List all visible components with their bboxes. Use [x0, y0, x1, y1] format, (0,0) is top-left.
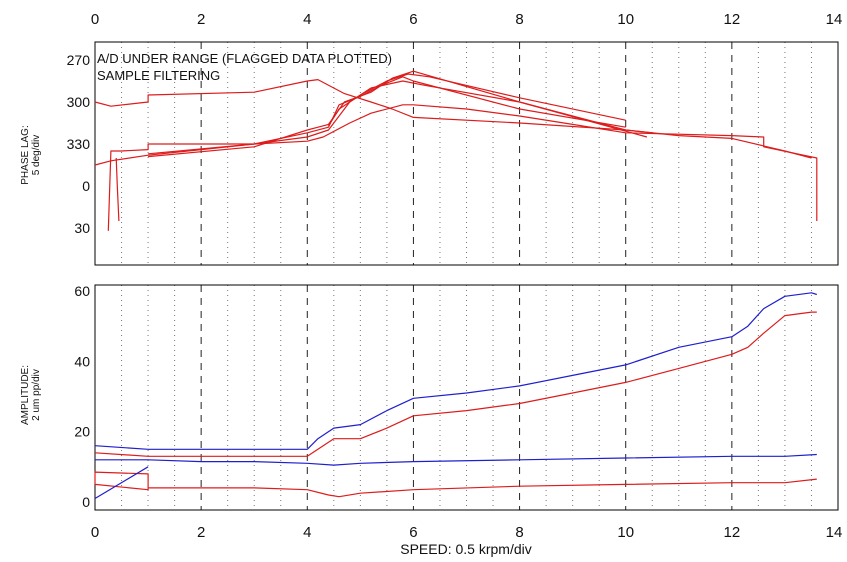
- bottom-x-tick-label: 10: [617, 524, 634, 541]
- top-x-tick-label: 6: [409, 11, 417, 28]
- top-x-tick-label: 4: [303, 11, 311, 28]
- phase-series-7: [115, 157, 120, 222]
- bottom-x-tick-label: 6: [409, 524, 417, 541]
- phase-grid: [121, 42, 812, 265]
- phase-series: [94, 70, 818, 231]
- amplitude-series: [94, 292, 817, 500]
- phase-ylabel-line2: 5 deg/div: [31, 135, 42, 176]
- top-x-tick-label: 2: [197, 11, 205, 28]
- amplitude-series-2: [95, 453, 817, 466]
- phase-y-tick-label: 270: [67, 52, 91, 68]
- amplitude-y-tick-label: 20: [74, 424, 90, 440]
- amplitude-series-5: [94, 471, 149, 491]
- bottom-x-tick-label: 8: [515, 524, 523, 541]
- bottom-x-tick-label: 12: [724, 524, 741, 541]
- amplitude-ylabel-line1: AMPLITUDE:: [20, 365, 31, 425]
- phase-plot-frame: [94, 41, 839, 266]
- phase-series-2: [94, 80, 653, 166]
- amplitude-ylabel-line2: 2 um pp/div: [31, 369, 42, 421]
- amplitude-y-tick-label: 60: [74, 283, 90, 299]
- x-axis-label: SPEED: 0.5 krpm/div: [400, 541, 532, 557]
- top-x-tick-label: 0: [91, 11, 99, 28]
- top-x-tick-label: 12: [724, 11, 741, 28]
- phase-y-tick-label: 330: [67, 136, 91, 152]
- phase-series-5: [327, 73, 626, 127]
- amplitude-series-6: [94, 466, 149, 500]
- phase-series-6: [107, 104, 818, 231]
- amplitude-series-4: [148, 478, 817, 498]
- annotation-sample-filtering: SAMPLE FILTERING: [97, 68, 220, 83]
- annotation-under-range: A/D UNDER RANGE (FLAGGED DATA PLOTTED): [97, 51, 392, 66]
- bottom-x-tick-label: 2: [197, 524, 205, 541]
- top-x-tick-label: 10: [617, 11, 634, 28]
- tick-labels: 0 2 4 6 8 10 12 140 2 4 6 8 10 12 14270300330030020406…: [67, 11, 843, 541]
- bottom-x-tick-label: 14: [826, 524, 843, 541]
- amplitude-y-tick-label: 40: [74, 353, 90, 369]
- amplitude-series-1: [94, 292, 817, 450]
- amplitude-y-tick-label: 0: [82, 494, 90, 510]
- bottom-x-tick-label: 0: [91, 524, 99, 541]
- phase-y-tick-label: 300: [67, 94, 91, 110]
- amplitude-plot-frame: [94, 284, 839, 511]
- phase-ylabel-line1: PHASE LAG:: [20, 125, 31, 184]
- top-x-tick-label: 8: [515, 11, 523, 28]
- amplitude-series-3: [94, 311, 817, 457]
- phase-series-1: [94, 78, 812, 159]
- amplitude-grid: [121, 285, 812, 510]
- bottom-x-tick-label: 4: [303, 524, 311, 541]
- phase-y-tick-label: 0: [82, 178, 90, 194]
- top-x-tick-label: 14: [826, 11, 843, 28]
- phase-y-tick-label: 30: [74, 220, 90, 236]
